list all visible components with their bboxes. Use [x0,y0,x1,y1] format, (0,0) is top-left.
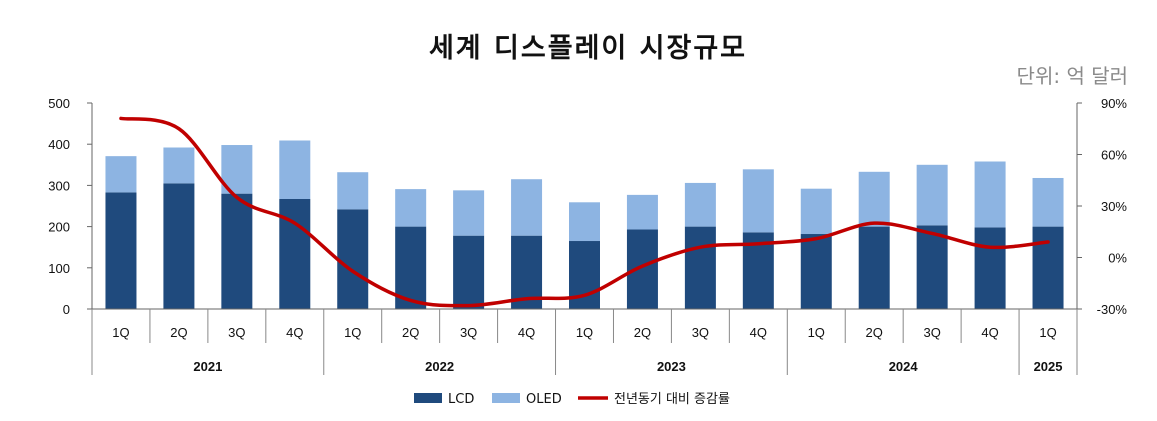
quarter-label: 4Q [750,325,767,340]
lcd-bar [163,183,195,309]
oled-bar [395,189,427,227]
unit-label: 단위: 억 달러 [1017,64,1128,88]
right-tick-label: -30% [1097,302,1128,317]
left-tick-label: 400 [48,137,70,152]
oled-bar [105,156,137,193]
oled-bar [800,188,832,235]
lcd-bar [453,235,485,309]
legend-label-oled: OLED [526,392,562,407]
oled-bar [569,202,600,242]
quarter-label: 1Q [576,325,593,340]
lcd-bar [800,234,832,309]
year-label: 2024 [889,359,919,374]
quarter-label: 2Q [634,325,651,340]
quarter-label: 1Q [808,325,825,340]
year-label: 2025 [1034,359,1063,374]
oled-bar [858,171,890,227]
quarter-label: 1Q [112,325,129,340]
quarter-label: 2Q [866,325,883,340]
left-tick-label: 300 [48,178,70,193]
legend-swatch-lcd [414,393,442,403]
oled-bar [337,172,369,210]
growth-rate-line [119,116,1050,308]
bars-layer [105,140,1064,309]
right-tick-label: 30% [1101,199,1127,214]
quarter-label: 2Q [170,325,187,340]
year-label: 2023 [657,359,686,374]
lcd-bar [105,192,137,309]
oled-bar [511,179,543,236]
quarter-label: 4Q [981,325,998,340]
left-tick-label: 500 [48,96,70,111]
chart-title: 세계 디스플레이 시장규모 [429,33,747,64]
growth-line-layer [119,116,1050,308]
legend: LCD OLED 전년동기 대비 증감률 [414,392,730,407]
right-tick-label: 0% [1108,251,1127,266]
legend-label-lcd: LCD [448,392,474,407]
lcd-bar [337,209,369,309]
lcd-bar [916,225,948,309]
oled-bar [916,164,948,226]
oled-bar [684,182,716,227]
oled-bar [163,147,195,184]
oled-bar [279,140,311,199]
axes-layer: 0 100 200 300 400 500 -30% 0% 30% 60% 90% 1Q 2Q 3Q 4Q 1… [48,96,1127,375]
quarter-label: 1Q [344,325,361,340]
lcd-bar [279,198,311,309]
oled-bar [742,169,774,233]
quarter-label: 4Q [518,325,535,340]
quarter-label: 1Q [1039,325,1056,340]
left-tick-label: 0 [63,302,70,317]
quarter-label: 3Q [923,325,940,340]
lcd-bar [858,226,890,309]
year-label: 2022 [425,359,454,374]
year-label: 2021 [193,359,222,374]
left-tick-label: 100 [48,261,70,276]
quarter-label: 3Q [460,325,477,340]
oled-bar [974,161,1006,228]
lcd-bar [626,229,658,309]
left-tick-label: 200 [48,220,70,235]
right-tick-label: 60% [1101,148,1127,163]
quarter-label: 3Q [692,325,709,340]
right-tick-label: 90% [1101,96,1127,111]
quarter-label: 4Q [286,325,303,340]
legend-swatch-oled [492,393,520,403]
quarter-label: 2Q [402,325,419,340]
oled-bar [1032,177,1064,227]
oled-bar [626,194,658,230]
lcd-bar [221,193,253,309]
quarter-label: 3Q [228,325,245,340]
lcd-bar [1032,226,1064,309]
legend-label-growth: 전년동기 대비 증감률 [614,392,730,407]
oled-bar [453,190,485,236]
lcd-bar [684,226,716,309]
lcd-bar [974,227,1006,309]
